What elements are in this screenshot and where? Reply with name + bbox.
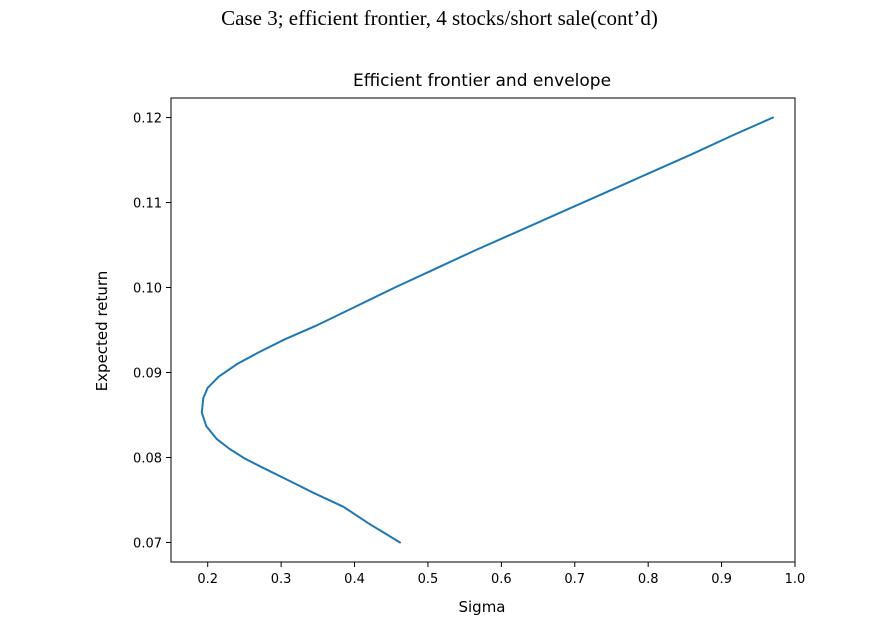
plot-area (200, 116, 774, 544)
x-tick-label: 0.8 (638, 572, 659, 587)
x-tick-label: 1.0 (785, 572, 806, 587)
x-axis-label: Sigma (458, 598, 505, 616)
y-axis: 0.07 0.08 0.09 0.10 0.11 0.12 (133, 112, 171, 551)
x-tick-label: 0.7 (564, 572, 585, 587)
x-tick-label: 0.4 (344, 572, 365, 587)
slide-title: Case 3; efficient frontier, 4 stocks/sho… (221, 6, 658, 30)
y-tick-label: 0.08 (133, 451, 162, 466)
y-tick-label: 0.12 (133, 112, 162, 127)
y-axis-label: Expected return (93, 271, 111, 392)
y-tick-label: 0.09 (133, 366, 162, 381)
y-tick-label: 0.11 (133, 197, 162, 212)
y-tick-label: 0.07 (133, 536, 162, 551)
frontier-line (200, 116, 774, 544)
x-tick-label: 0.2 (197, 572, 218, 587)
x-tick-label: 0.5 (418, 572, 439, 587)
x-axis: 0.2 0.3 0.4 0.5 0.6 0.7 0.8 0.9 1.0 (197, 562, 805, 587)
x-tick-label: 0.9 (711, 572, 732, 587)
axes-frame (170, 97, 796, 563)
x-tick-label: 0.3 (271, 572, 292, 587)
chart-title: Efficient frontier and envelope (353, 71, 611, 91)
x-tick-label: 0.6 (491, 572, 512, 587)
y-tick-label: 0.10 (133, 282, 162, 297)
